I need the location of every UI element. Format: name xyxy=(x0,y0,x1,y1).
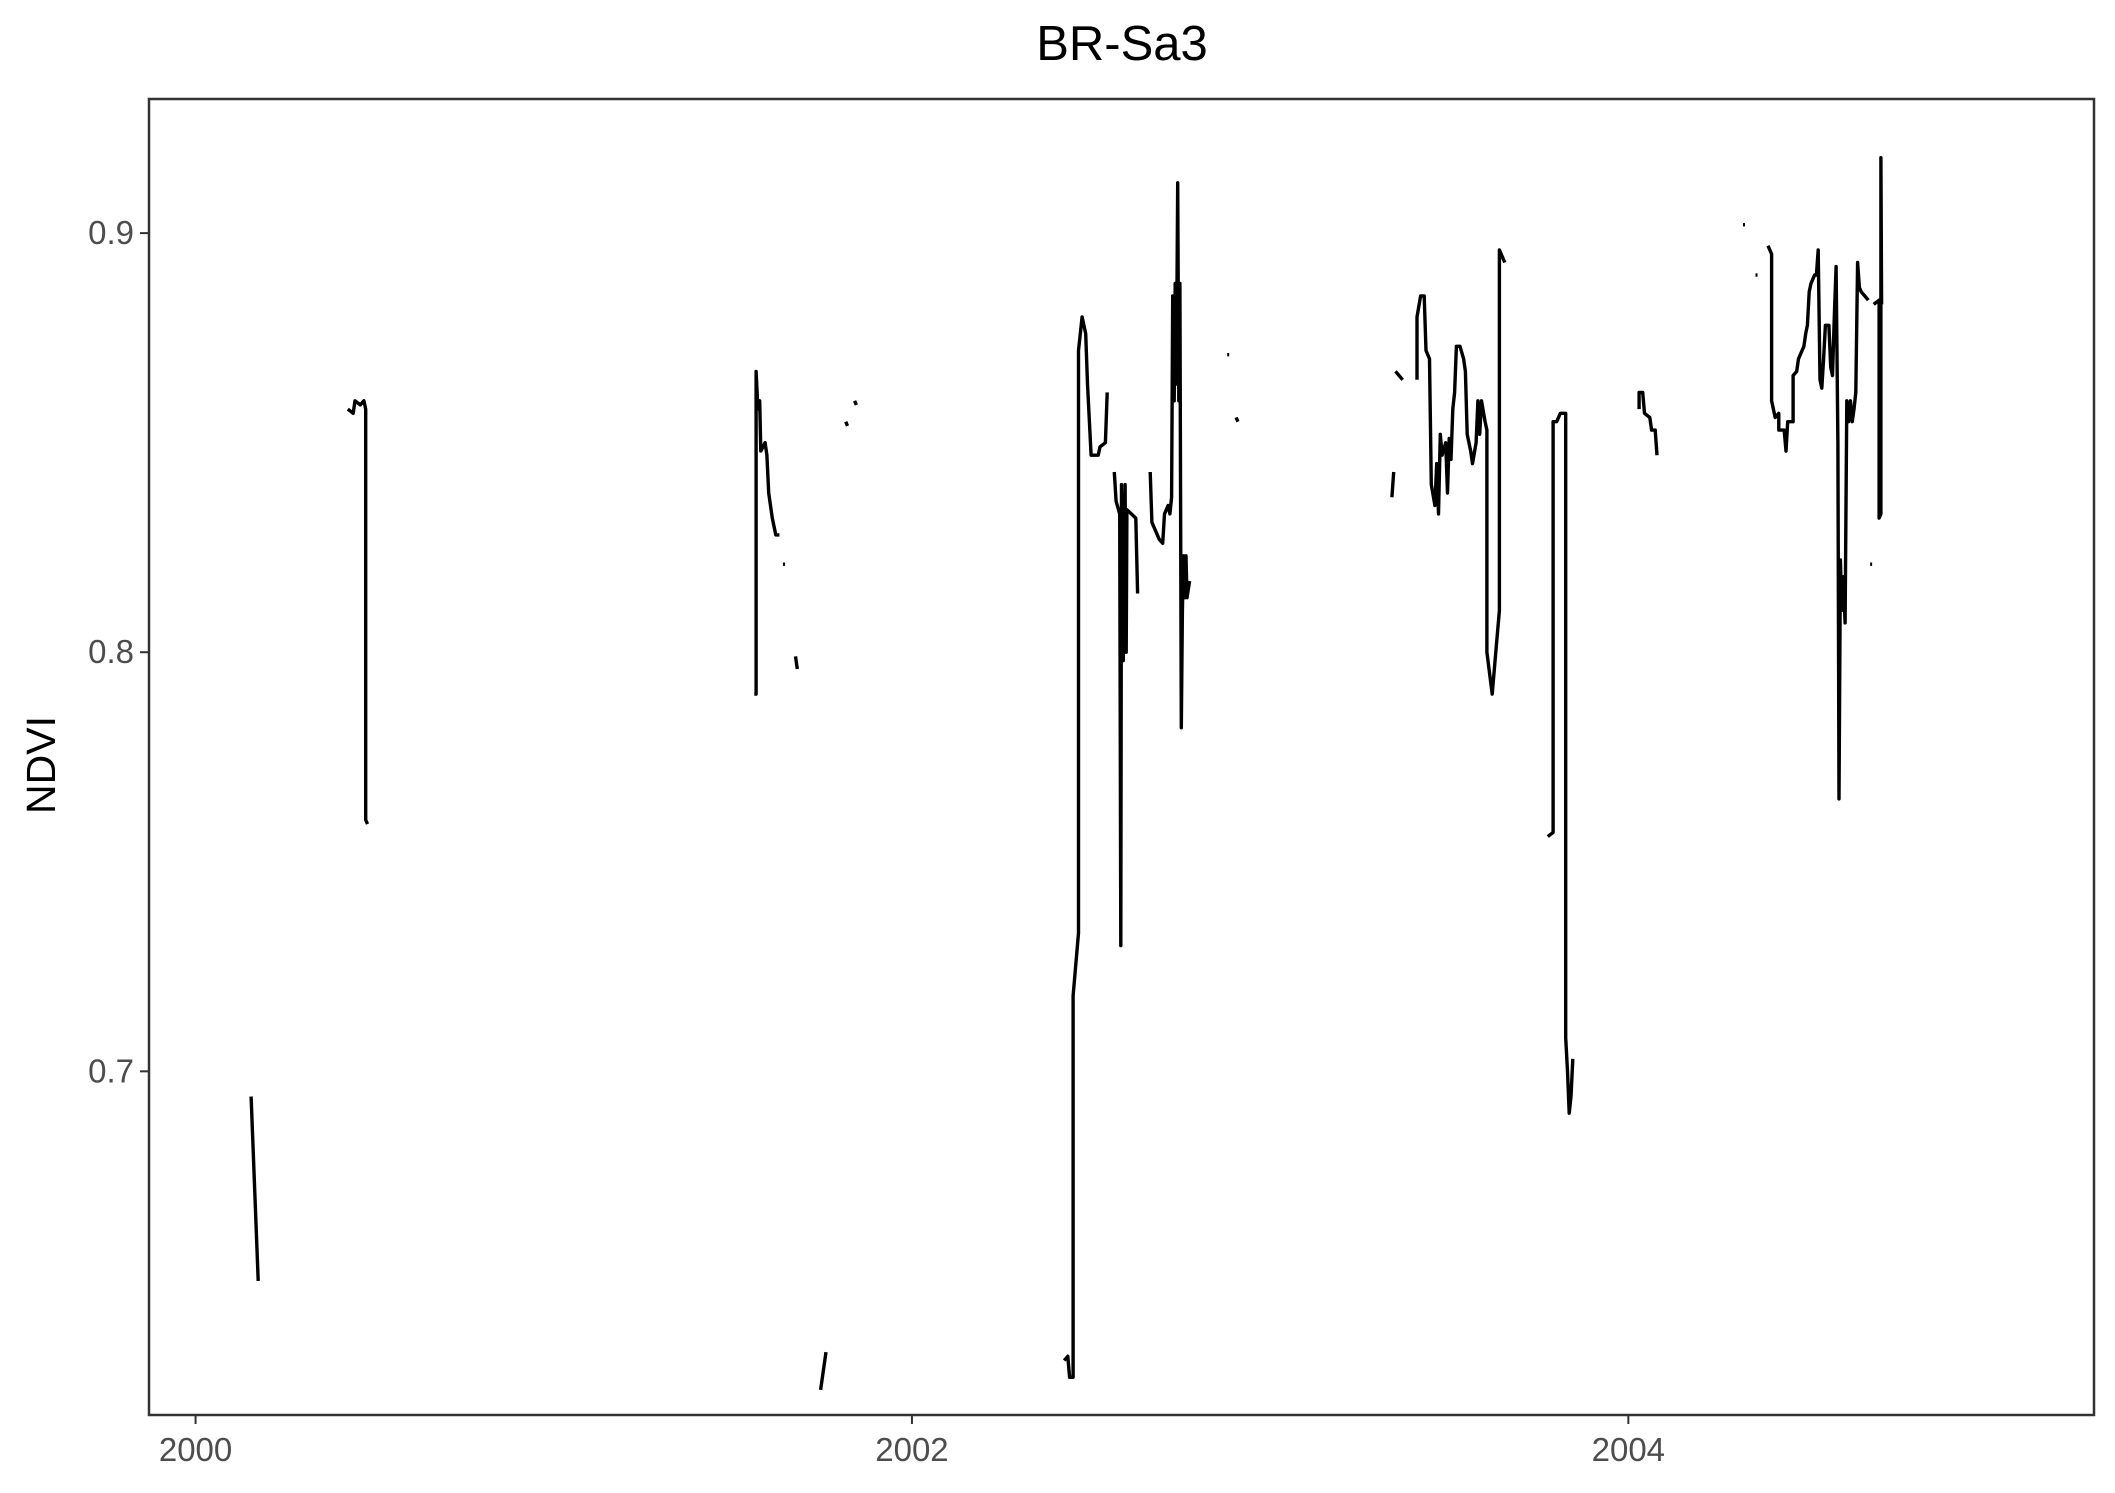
series-segment xyxy=(1637,390,1659,456)
x-tick-label: 2004 xyxy=(1592,1431,1665,1468)
series-segment xyxy=(844,421,850,427)
series-segment xyxy=(346,399,370,825)
series-segment xyxy=(1234,416,1240,423)
series-segment xyxy=(249,1096,260,1281)
chart-title: BR-Sa3 xyxy=(1036,17,1208,71)
x-tick-label: 2002 xyxy=(875,1431,948,1468)
series-segment xyxy=(1766,245,1870,801)
series-segment xyxy=(1415,248,1507,696)
series-segment xyxy=(793,656,799,670)
x-tick-label: 2000 xyxy=(159,1431,232,1468)
y-axis-title: NDVI xyxy=(18,716,64,814)
y-tick-label: 0.8 xyxy=(88,633,134,670)
series-segment xyxy=(853,400,858,406)
series-segment xyxy=(818,1351,828,1391)
plot-panel xyxy=(147,97,2096,1417)
series-layer xyxy=(249,155,1884,1391)
series-segment xyxy=(1062,315,1109,1380)
series-segment xyxy=(1394,370,1404,381)
series-segment xyxy=(754,369,780,696)
series-segment xyxy=(1148,181,1192,730)
x-axis: 2000 2002 2004 xyxy=(159,1415,1665,1468)
series-segment xyxy=(1546,411,1575,1115)
y-axis: 0.7 0.8 0.9 xyxy=(88,214,149,1089)
y-tick-label: 0.9 xyxy=(88,214,134,251)
series-segment xyxy=(1872,155,1884,520)
y-tick-label: 0.7 xyxy=(88,1052,134,1089)
series-segment xyxy=(1112,471,1140,948)
series-segment xyxy=(1390,471,1396,498)
